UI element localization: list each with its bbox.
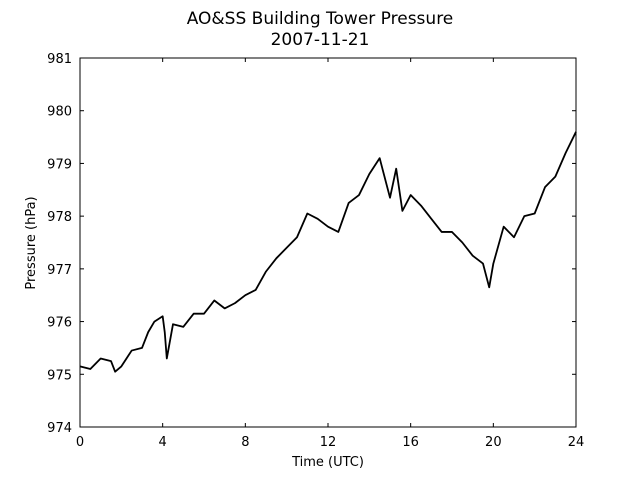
x-tick-label: 16 [402, 435, 419, 450]
y-tick-label: 974 [47, 421, 72, 436]
y-tick-label: 979 [47, 157, 72, 172]
chart-title: AO&SS Building Tower Pressure [187, 9, 454, 29]
y-tick-label: 978 [47, 210, 72, 225]
x-tick-label: 4 [159, 435, 167, 450]
y-tick-label: 975 [47, 368, 72, 383]
y-tick-label: 980 [47, 105, 72, 120]
x-tick-label: 20 [485, 435, 502, 450]
y-tick-label: 976 [47, 316, 72, 331]
x-tick-label: 0 [76, 435, 84, 450]
y-tick-label: 977 [47, 263, 72, 278]
y-axis-label: Pressure (hPa) [24, 196, 39, 289]
plot-frame [79, 57, 577, 428]
x-tick-label: 8 [241, 435, 249, 450]
data-line [79, 131, 577, 373]
chart-subtitle: 2007-11-21 [271, 30, 370, 50]
x-axis-label: Time (UTC) [291, 455, 364, 470]
x-tick-label: 24 [568, 435, 585, 450]
x-tick-label: 12 [320, 435, 337, 450]
y-tick-label: 981 [47, 52, 72, 67]
